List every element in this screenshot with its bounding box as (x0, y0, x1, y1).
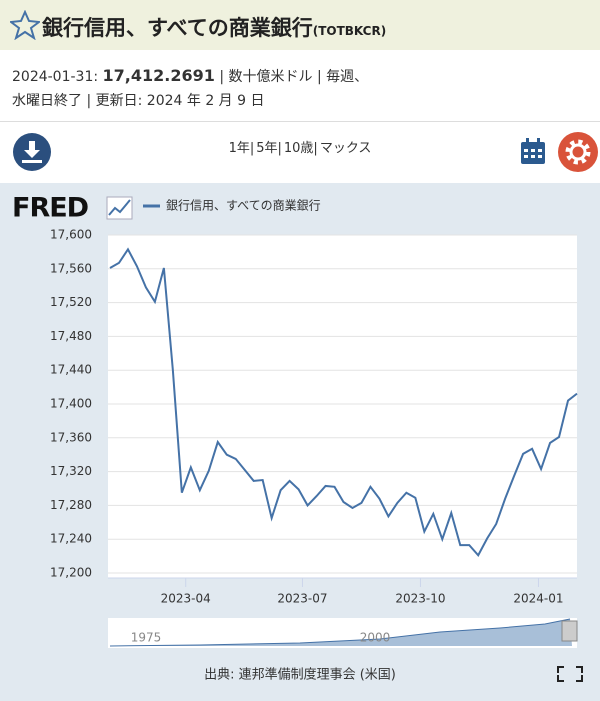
y-tick-label: 17,400 (50, 397, 92, 411)
x-tick-label: 2023-10 (395, 592, 445, 606)
range-option[interactable]: マックス (319, 141, 372, 156)
calendar-button[interactable] (519, 137, 547, 167)
obs-date: 2024-01-31: (12, 69, 99, 85)
plot-background (108, 235, 577, 578)
download-button[interactable] (12, 132, 52, 172)
source: 出典: 連邦準備制度理事会 (米国) (204, 667, 396, 683)
y-tick-label: 17,600 (50, 228, 92, 242)
range-option[interactable]: 1年| (228, 141, 255, 156)
logo-graph (106, 196, 133, 220)
divider (0, 121, 600, 122)
title-text: 銀行信用、すべての商業銀行 (42, 16, 313, 40)
navigator-handle[interactable] (561, 620, 578, 642)
range-selector: 1年| 5年| 10歳| マックス (0, 137, 600, 156)
y-tick-label: 17,240 (50, 532, 92, 546)
x-tick-label: 2024-01 (513, 592, 563, 606)
y-tick-label: 17,280 (50, 498, 92, 512)
info-line: 水曜日終了 | 更新日: 2024 年 2 月 9 日 (12, 90, 264, 110)
y-tick-label: 17,320 (50, 464, 92, 478)
settings-button[interactable] (557, 131, 599, 173)
fullscreen-button[interactable] (557, 666, 583, 682)
navigator-line (109, 618, 571, 647)
y-tick-label: 17,560 (50, 261, 92, 275)
info-rest: | 数十億米ドル | 毎週、 (219, 69, 369, 85)
navigator-label: 2000 (360, 631, 391, 645)
series-code: (TOTBKCR) (312, 24, 387, 38)
range-option[interactable]: 10歳| (283, 141, 318, 156)
header: 銀行信用、すべての商業銀行(TOTBKCR) (0, 0, 600, 50)
x-tick-label: 2023-07 (277, 592, 327, 606)
star-icon[interactable] (10, 10, 40, 40)
legend-label: 銀行信用、すべての商業銀行 (166, 199, 321, 213)
navigator-label: 1975 (131, 631, 162, 645)
navigator-area (110, 619, 572, 646)
obs-value: 17,412.2691 (102, 66, 215, 85)
logo: FRED (12, 193, 88, 224)
series-line (109, 247, 578, 557)
range-option[interactable]: 5年| (256, 141, 282, 156)
y-tick-label: 17,360 (50, 430, 92, 444)
info-line: 2024-01-31: 17,412.2691 | 数十億米ドル | 毎週、 (12, 66, 368, 86)
y-tick-label: 17,440 (50, 363, 92, 377)
info-rest: 水曜日終了 | 更新日: 2024 年 2 月 9 日 (12, 93, 265, 109)
y-tick-label: 17,200 (50, 566, 92, 580)
x-tick-label: 2023-04 (161, 592, 211, 606)
y-tick-label: 17,520 (50, 295, 92, 309)
y-tick-label: 17,480 (50, 329, 92, 343)
title: 銀行信用、すべての商業銀行(TOTBKCR) (42, 12, 386, 42)
